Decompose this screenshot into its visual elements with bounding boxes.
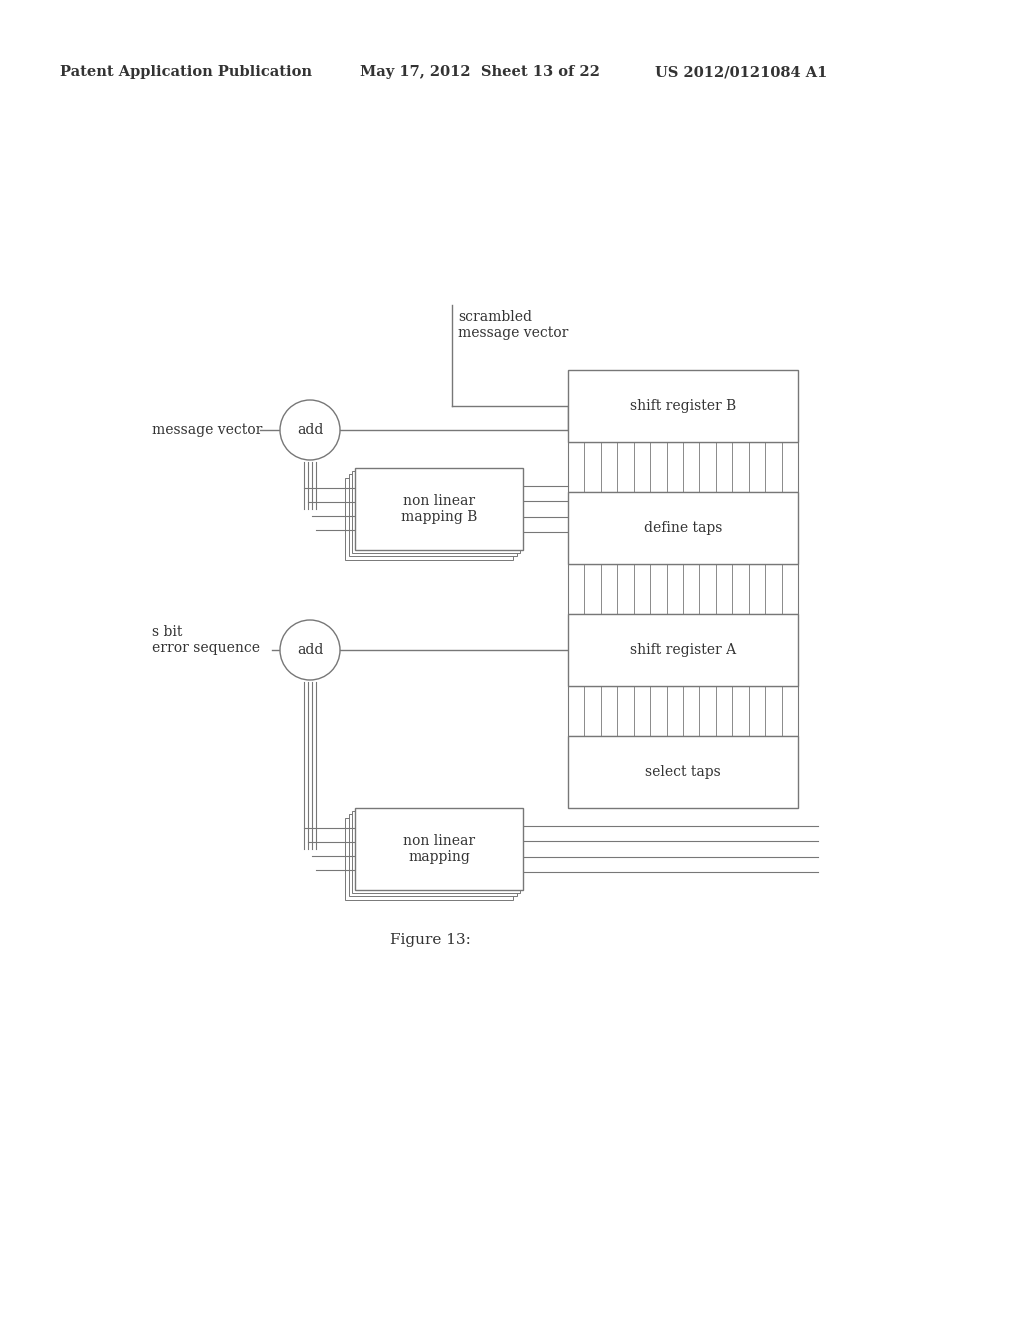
Bar	[345, 478, 513, 560]
Bar	[568, 737, 798, 808]
Bar	[355, 808, 523, 890]
Text: Figure 13:: Figure 13:	[389, 933, 470, 946]
Text: non linear
mapping B: non linear mapping B	[400, 494, 477, 524]
Bar	[568, 564, 798, 614]
Text: add: add	[297, 643, 324, 657]
Bar	[349, 474, 517, 556]
Text: define taps: define taps	[644, 521, 722, 535]
Bar	[349, 814, 517, 896]
Text: shift register B: shift register B	[630, 399, 736, 413]
Bar	[345, 818, 513, 900]
Text: non linear
mapping: non linear mapping	[402, 834, 475, 865]
Circle shape	[280, 400, 340, 459]
Bar	[568, 442, 798, 492]
Text: add: add	[297, 422, 324, 437]
Bar	[568, 614, 798, 686]
Text: shift register A: shift register A	[630, 643, 736, 657]
Text: scrambled
message vector: scrambled message vector	[458, 310, 568, 341]
Text: Patent Application Publication: Patent Application Publication	[60, 65, 312, 79]
Bar	[568, 370, 798, 442]
Text: May 17, 2012  Sheet 13 of 22: May 17, 2012 Sheet 13 of 22	[360, 65, 600, 79]
Bar	[352, 810, 520, 894]
Bar	[568, 686, 798, 737]
Bar	[568, 492, 798, 564]
Text: message vector: message vector	[152, 422, 262, 437]
Text: US 2012/0121084 A1: US 2012/0121084 A1	[655, 65, 827, 79]
Text: s bit
error sequence: s bit error sequence	[152, 624, 260, 655]
Bar	[355, 469, 523, 550]
Text: select taps: select taps	[645, 766, 721, 779]
Bar	[352, 471, 520, 553]
Circle shape	[280, 620, 340, 680]
